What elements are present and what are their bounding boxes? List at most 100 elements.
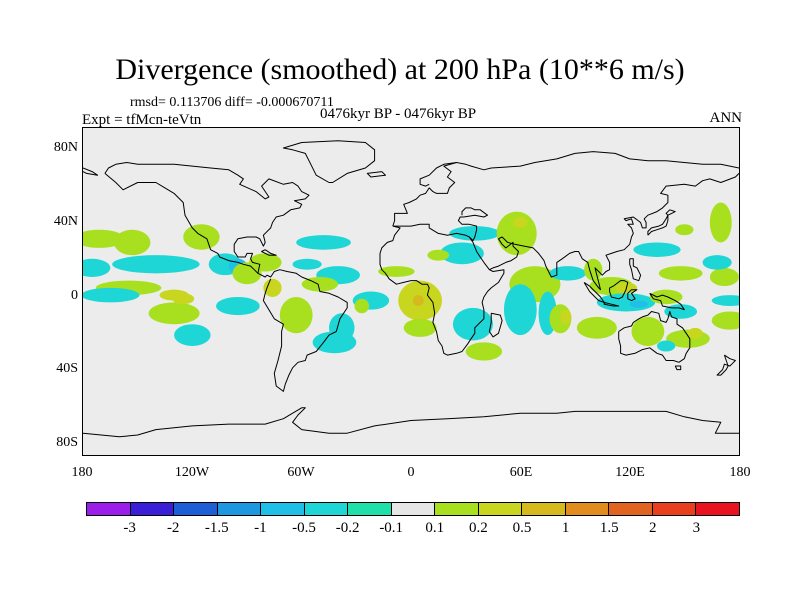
coastline-18 xyxy=(629,258,642,282)
coastline-2 xyxy=(261,249,277,256)
divergence-contour-patch-57 xyxy=(709,202,732,243)
colorbar-swatch-14 xyxy=(696,503,739,515)
divergence-contour-patch-3 xyxy=(112,255,200,274)
period-label: 0476kyr BP - 0476kyr BP xyxy=(320,106,477,122)
divergence-contour-patch-1 xyxy=(113,229,151,256)
divergence-contour-patch-50 xyxy=(633,242,681,257)
coastline-5 xyxy=(392,151,739,227)
colorbar-swatch-13 xyxy=(652,503,697,515)
divergence-contour-patch-26 xyxy=(312,331,357,354)
colorbar-swatch-12 xyxy=(609,503,653,515)
colorbar-label-6: -0.1 xyxy=(379,520,404,536)
colorbar-label-11: 1.5 xyxy=(599,520,619,536)
lon-label-60w: 60W xyxy=(287,465,315,480)
lon-label-60e: 60E xyxy=(509,465,533,480)
divergence-contour-patch-60 xyxy=(702,255,732,270)
coastline-6 xyxy=(419,162,457,187)
coastline-14 xyxy=(603,301,620,307)
divergence-contour-patch-58 xyxy=(675,224,694,236)
divergence-contour-patch-16 xyxy=(248,253,282,272)
colorbar-swatch-0 xyxy=(87,503,131,515)
coastline-3 xyxy=(282,140,376,183)
colorbar-swatch-1 xyxy=(130,503,175,515)
colorbar-label-9: 0.5 xyxy=(512,520,532,536)
experiment-label: Expt = tfMcn-teVtn xyxy=(82,112,202,128)
colorbar-swatch-3 xyxy=(217,503,262,515)
map-svg xyxy=(83,140,739,438)
colorbar-label-7: 0.1 xyxy=(425,520,445,536)
divergence-contour-patch-21 xyxy=(279,296,313,334)
divergence-contour-patch-14 xyxy=(263,278,282,297)
divergence-contour-patch-51 xyxy=(658,266,703,281)
divergence-contour-patch-56 xyxy=(657,340,676,352)
divergence-contour-patch-17 xyxy=(296,235,351,250)
divergence-contour-patch-10 xyxy=(183,224,220,250)
colorbar-swatch-6 xyxy=(348,503,392,515)
coastline-11 xyxy=(647,214,669,236)
colorbar-label-1: -2 xyxy=(166,520,180,536)
divergence-contour-patch-38 xyxy=(503,284,537,336)
coastline-20 xyxy=(674,365,682,371)
divergence-contour-patch-32 xyxy=(440,242,484,265)
colorbar-swatch-4 xyxy=(261,503,305,515)
lon-label-120e: 120E xyxy=(615,465,645,480)
divergence-contour-patch-59 xyxy=(709,267,739,287)
colorbar-swatch-9 xyxy=(478,503,523,515)
coastline-21 xyxy=(716,354,736,376)
coastline-15 xyxy=(609,280,629,300)
season-label: ANN xyxy=(709,110,743,126)
lon-label-180w: 180 xyxy=(71,465,93,480)
colorbar-swatch-8 xyxy=(435,503,479,515)
lon-label-0: 0 xyxy=(407,465,415,480)
coastline-0 xyxy=(104,173,348,392)
divergence-contour-patch-5 xyxy=(83,287,140,303)
colorbar-swatch-11 xyxy=(565,503,610,515)
divergence-contour-patch-7 xyxy=(148,302,200,325)
map-panel xyxy=(82,127,740,456)
divergence-contour-patch-48 xyxy=(576,316,617,339)
colorbar-swatch-7 xyxy=(391,503,436,515)
coastline-17 xyxy=(649,292,685,311)
divergence-contour-patch-62 xyxy=(711,295,739,307)
lon-label-180e: 180 xyxy=(729,465,751,480)
colorbar xyxy=(86,502,740,516)
colorbar-label-13: 3 xyxy=(692,520,701,536)
coastline-layer xyxy=(83,140,739,438)
divergence-contour-patch-33 xyxy=(427,249,450,261)
coastline-10 xyxy=(489,173,739,291)
divergence-contour-patch-29 xyxy=(403,318,437,337)
colorbar-label-2: -1.5 xyxy=(204,520,229,536)
divergence-contour-patch-61 xyxy=(711,311,739,330)
chart-title: Divergence (smoothed) at 200 hPa (10**6 … xyxy=(115,53,685,86)
divergence-contour-patch-34 xyxy=(449,226,501,241)
colorbar-label-0: -3 xyxy=(123,520,136,536)
colorbar-label-4: -0.5 xyxy=(292,520,316,536)
coastline-9 xyxy=(457,207,488,242)
divergence-contour-patch-25 xyxy=(354,298,370,314)
divergence-contour-patch-23 xyxy=(378,266,415,277)
colorbar-label-5: -0.2 xyxy=(335,520,360,536)
divergence-contour-patch-31 xyxy=(465,342,503,361)
divergence-contour-patch-8 xyxy=(172,293,195,305)
colorbar-label-10: 1 xyxy=(561,520,570,536)
coastline-8 xyxy=(488,312,503,338)
lon-label-120w: 120W xyxy=(174,465,210,480)
coastline-23 xyxy=(83,167,99,176)
divergence-contour-patch-47 xyxy=(629,300,648,308)
colorbar-swatch-5 xyxy=(304,503,349,515)
colorbar-swatch-2 xyxy=(174,503,218,515)
coastline-7 xyxy=(379,223,505,356)
divergence-contour-patch-9 xyxy=(174,324,211,346)
divergence-contour-patch-55 xyxy=(687,327,703,339)
divergence-contour-patch-28 xyxy=(412,295,424,307)
lat-label-0: 0 xyxy=(71,288,78,303)
colorbar-label-8: 0.2 xyxy=(469,520,488,536)
lat-label-40n: 40N xyxy=(53,214,78,229)
coastline-16 xyxy=(627,289,638,302)
lat-label-80s: 80S xyxy=(56,435,78,450)
field-layer xyxy=(83,202,739,361)
colorbar-label-12: 2 xyxy=(649,520,657,536)
colorbar-swatch-10 xyxy=(522,503,566,515)
divergence-contour-patch-36 xyxy=(513,217,528,228)
divergence-contour-patch-30 xyxy=(452,307,494,341)
